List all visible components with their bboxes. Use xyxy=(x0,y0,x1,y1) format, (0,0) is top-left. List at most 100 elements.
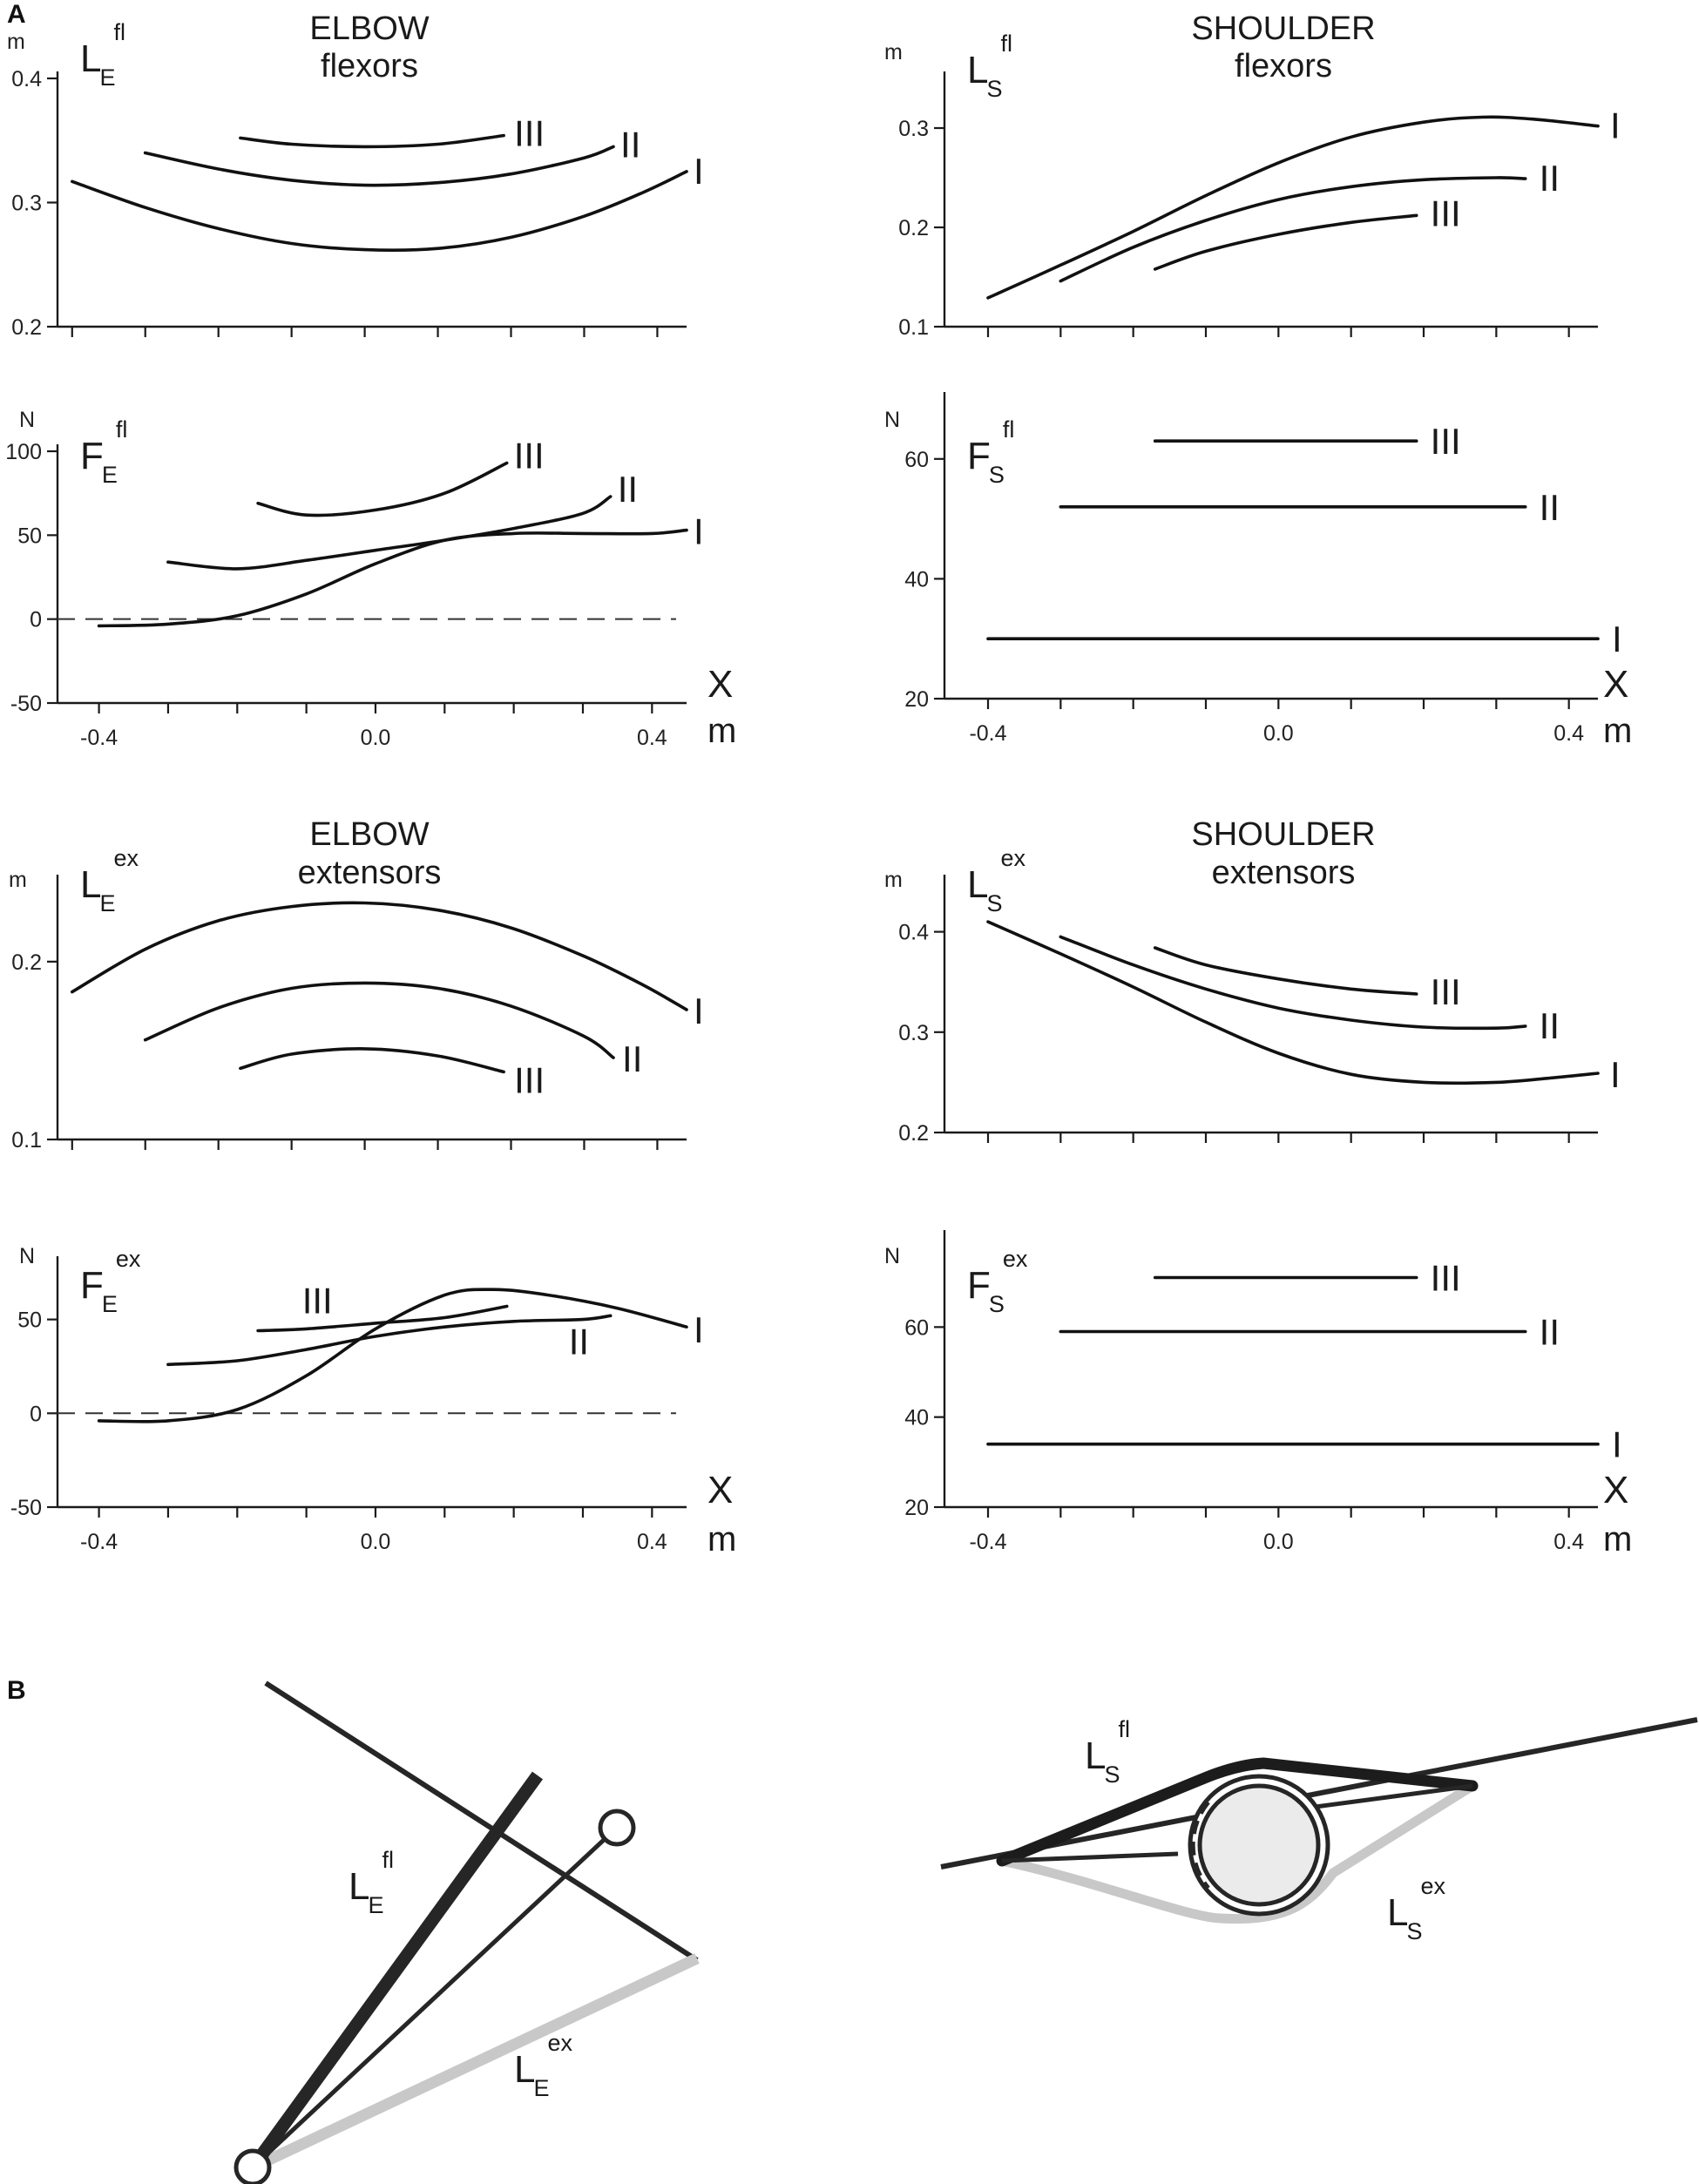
y-tick-label: 50 xyxy=(17,524,42,548)
series-label-III: III xyxy=(514,113,545,154)
y-tick-label: 20 xyxy=(904,1496,929,1520)
elbow-flexor-label: LEfl xyxy=(349,1847,394,1918)
series-label-III: III xyxy=(1431,193,1461,233)
shoulder-joint-dashed-arc xyxy=(1188,1799,1210,1891)
y-unit-label: m xyxy=(884,868,903,892)
y-unit-label: m xyxy=(9,868,27,892)
y-unit-label: N xyxy=(19,1244,35,1268)
upper-arm-segment xyxy=(264,1680,699,1963)
series-label-II: II xyxy=(569,1321,589,1362)
series-label-II: II xyxy=(1540,158,1560,199)
x-unit-label: m xyxy=(707,1520,736,1559)
series-label-III: III xyxy=(514,1059,545,1100)
elbow-extensors-title-line1: ELBOW xyxy=(309,816,429,853)
series-label-I: I xyxy=(1610,1054,1621,1095)
series-line-II xyxy=(143,981,615,1059)
y-tick-label: 0.3 xyxy=(11,192,42,216)
series-line-I xyxy=(986,115,1600,300)
elbow-extensors-title-line2: extensors xyxy=(298,855,442,891)
y-tick-label: 100 xyxy=(5,440,42,464)
y-unit-label: N xyxy=(884,408,900,432)
shoulder-extensor-label: LSex xyxy=(1387,1873,1446,1944)
y-unit-label: m xyxy=(884,40,903,64)
x-axis-label: X xyxy=(1603,1469,1628,1511)
y-unit-label: N xyxy=(19,408,35,432)
y-tick-label: -50 xyxy=(10,692,42,716)
series-label-I: I xyxy=(694,511,704,552)
y-tick-label: 0.2 xyxy=(898,1121,929,1146)
elbow-flexor-muscle xyxy=(247,1771,544,2172)
y-tick-label: 40 xyxy=(904,567,929,592)
series-label-II: II xyxy=(1540,1312,1560,1353)
x-unit-label: m xyxy=(707,712,736,750)
x-tick-label: 0.4 xyxy=(1553,721,1584,746)
series-label-I: I xyxy=(1612,1424,1622,1465)
series-label-I: I xyxy=(694,151,704,192)
series-label-I: I xyxy=(1612,619,1622,659)
humerus-line xyxy=(1315,1783,1473,1809)
panel-letter-b: B xyxy=(7,1676,26,1705)
series-line-I xyxy=(71,901,688,1011)
shoulder-flexor-muscle xyxy=(996,1757,1479,1867)
x-tick-label: 0.0 xyxy=(361,1530,391,1554)
series-label-III: III xyxy=(1431,971,1461,1012)
panel-letter-a: A xyxy=(7,0,26,29)
series-label-I: I xyxy=(694,1309,704,1350)
series-label-III: III xyxy=(514,435,545,476)
series-line-III xyxy=(1153,946,1418,996)
y-tick-label: 40 xyxy=(904,1406,929,1430)
series-line-I xyxy=(71,170,688,253)
x-tick-label: -0.4 xyxy=(80,1530,118,1554)
y-axis-label: LEex xyxy=(80,845,139,916)
y-tick-label: 0.1 xyxy=(898,315,929,340)
y-tick-label: 60 xyxy=(904,448,929,472)
series-label-III: III xyxy=(1431,421,1461,462)
series-line-III xyxy=(239,1047,505,1074)
y-unit-label: N xyxy=(884,1244,900,1268)
y-unit-label: m xyxy=(7,30,25,54)
shoulder-extensor-muscle xyxy=(997,1781,1478,1924)
series-line-I xyxy=(986,920,1600,1085)
x-tick-label: 0.0 xyxy=(1263,721,1294,746)
series-label-II: II xyxy=(620,124,640,165)
series-label-II: II xyxy=(1540,487,1560,528)
y-axis-label: FSex xyxy=(967,1246,1028,1317)
series-label-II: II xyxy=(1540,1005,1560,1046)
shoulder-diagram: LSfl LSex xyxy=(940,1716,1698,1944)
y-axis-label: FEfl xyxy=(80,416,127,488)
y-tick-label: 20 xyxy=(904,687,929,712)
series-label-III: III xyxy=(302,1281,333,1322)
shoulder-joint-icon xyxy=(1197,1783,1321,1907)
y-axis-label: FEex xyxy=(80,1246,141,1317)
wrist-joint-icon xyxy=(234,2148,272,2184)
series-line-III xyxy=(256,1304,509,1333)
forearm-segment xyxy=(251,1826,619,2169)
series-label-III: III xyxy=(1431,1258,1461,1299)
y-tick-label: 0.3 xyxy=(898,117,929,141)
series-line-I xyxy=(97,1288,688,1423)
x-tick-label: -0.4 xyxy=(80,726,118,750)
y-axis-label: LEfl xyxy=(80,19,125,91)
series-line-II xyxy=(1059,176,1527,283)
shoulder-extensors-title-line2: extensors xyxy=(1212,855,1356,891)
y-tick-label: 0.1 xyxy=(11,1128,42,1153)
y-axis-label: LSex xyxy=(967,845,1026,916)
y-tick-label: 50 xyxy=(17,1308,42,1333)
arm-segment xyxy=(940,1717,1698,1870)
x-unit-label: m xyxy=(1603,1520,1632,1559)
y-axis-label: LSfl xyxy=(967,30,1012,102)
y-tick-label: 60 xyxy=(904,1315,929,1340)
series-label-II: II xyxy=(618,469,638,510)
x-tick-label: 0.0 xyxy=(1263,1530,1294,1554)
series-line-I xyxy=(97,528,688,628)
series-line-II xyxy=(143,145,615,187)
series-label-I: I xyxy=(694,991,704,1031)
y-tick-label: -50 xyxy=(10,1496,42,1520)
x-tick-label: 0.0 xyxy=(361,726,391,750)
series-line-III xyxy=(256,461,509,517)
y-tick-label: 0.3 xyxy=(898,1021,929,1045)
